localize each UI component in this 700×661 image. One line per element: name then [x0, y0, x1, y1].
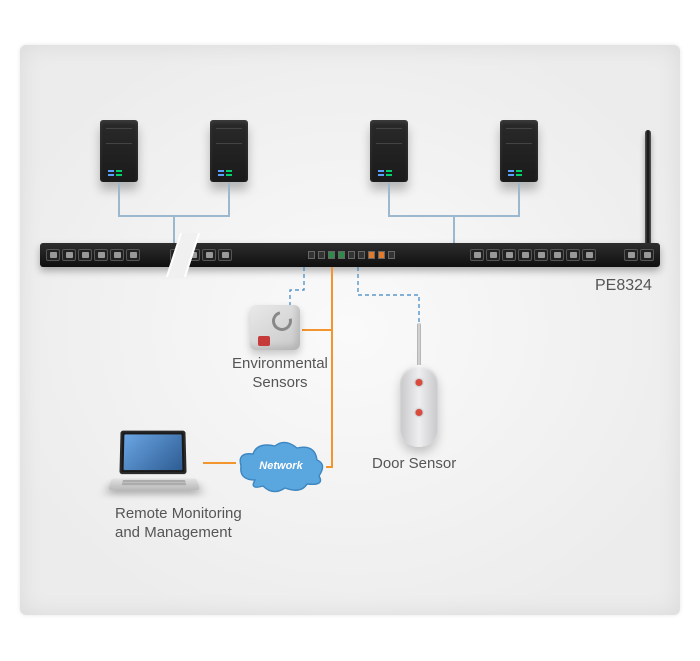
- env-sensor-label: Environmental Sensors: [232, 355, 328, 393]
- server-1: [100, 120, 138, 182]
- environmental-sensor-icon: [250, 305, 300, 350]
- bracket1-drop-right: [228, 183, 230, 215]
- bracket2-drop-right: [518, 183, 520, 215]
- wire-env-to-pdu: [290, 267, 304, 306]
- outlet-group-3: [470, 249, 596, 261]
- bracket2-drop-left: [388, 183, 390, 215]
- server-4: [500, 120, 538, 182]
- server-2: [210, 120, 248, 182]
- outlet-group-1: [46, 249, 140, 261]
- door-sensor-icon: [400, 365, 438, 447]
- door-sensor-label: Door Sensor: [372, 455, 456, 474]
- laptop-icon: [110, 430, 205, 495]
- pdu-antenna: [645, 130, 651, 250]
- network-cloud-icon: Network: [235, 440, 327, 494]
- wire-door-to-pdu: [358, 267, 419, 323]
- remote-label: Remote Monitoring and Management: [115, 505, 242, 543]
- bracket1-drop-left: [118, 183, 120, 215]
- bracket1-stem: [173, 215, 175, 243]
- outlet-group-4: [624, 249, 654, 261]
- cloud-text: Network: [259, 460, 302, 472]
- diagram-canvas: PE8324 Environmental Sensors Door Sensor…: [20, 45, 680, 615]
- bracket2-stem: [453, 215, 455, 243]
- pdu-bar: [40, 243, 660, 267]
- model-label: PE8324: [595, 277, 652, 295]
- server-3: [370, 120, 408, 182]
- pdu-center-ports: [232, 251, 470, 259]
